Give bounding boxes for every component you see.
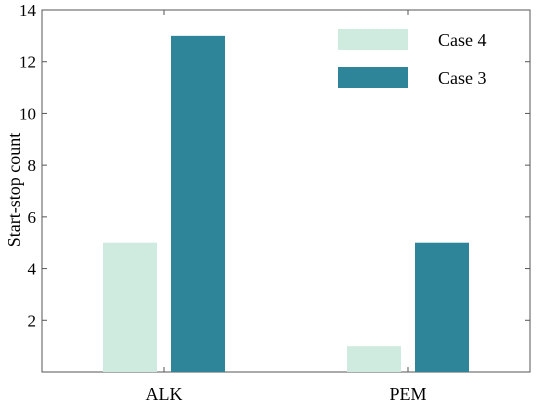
legend: Case 4 Case 3 xyxy=(338,29,487,88)
y-tick-label: 8 xyxy=(28,156,37,175)
legend-swatch xyxy=(338,67,408,88)
plot-border xyxy=(41,9,531,373)
legend-label: Case 4 xyxy=(438,30,487,50)
plot-area xyxy=(41,9,531,373)
legend-label: Case 3 xyxy=(438,68,487,88)
legend-swatch xyxy=(338,29,408,50)
y-tick-label: 10 xyxy=(19,104,36,123)
x-category-label: PEM xyxy=(389,384,426,404)
y-tick-label: 14 xyxy=(19,1,37,20)
y-axis: 2 4 6 8 10 12 14 xyxy=(19,1,530,330)
bar-case-3-pem xyxy=(415,242,469,372)
bar-case-3-alk xyxy=(171,35,225,372)
x-axis: ALK PEM xyxy=(146,10,427,404)
y-axis-title: Start-stop count xyxy=(4,133,24,248)
bar-case-4-pem xyxy=(347,346,401,372)
y-tick-label: 2 xyxy=(28,311,37,330)
x-category-label: ALK xyxy=(146,384,183,404)
y-tick-label: 4 xyxy=(28,260,37,279)
y-tick-label: 6 xyxy=(28,208,37,227)
bar-case-4-alk xyxy=(103,242,157,372)
bars xyxy=(103,35,469,372)
y-tick-label: 12 xyxy=(19,53,36,72)
